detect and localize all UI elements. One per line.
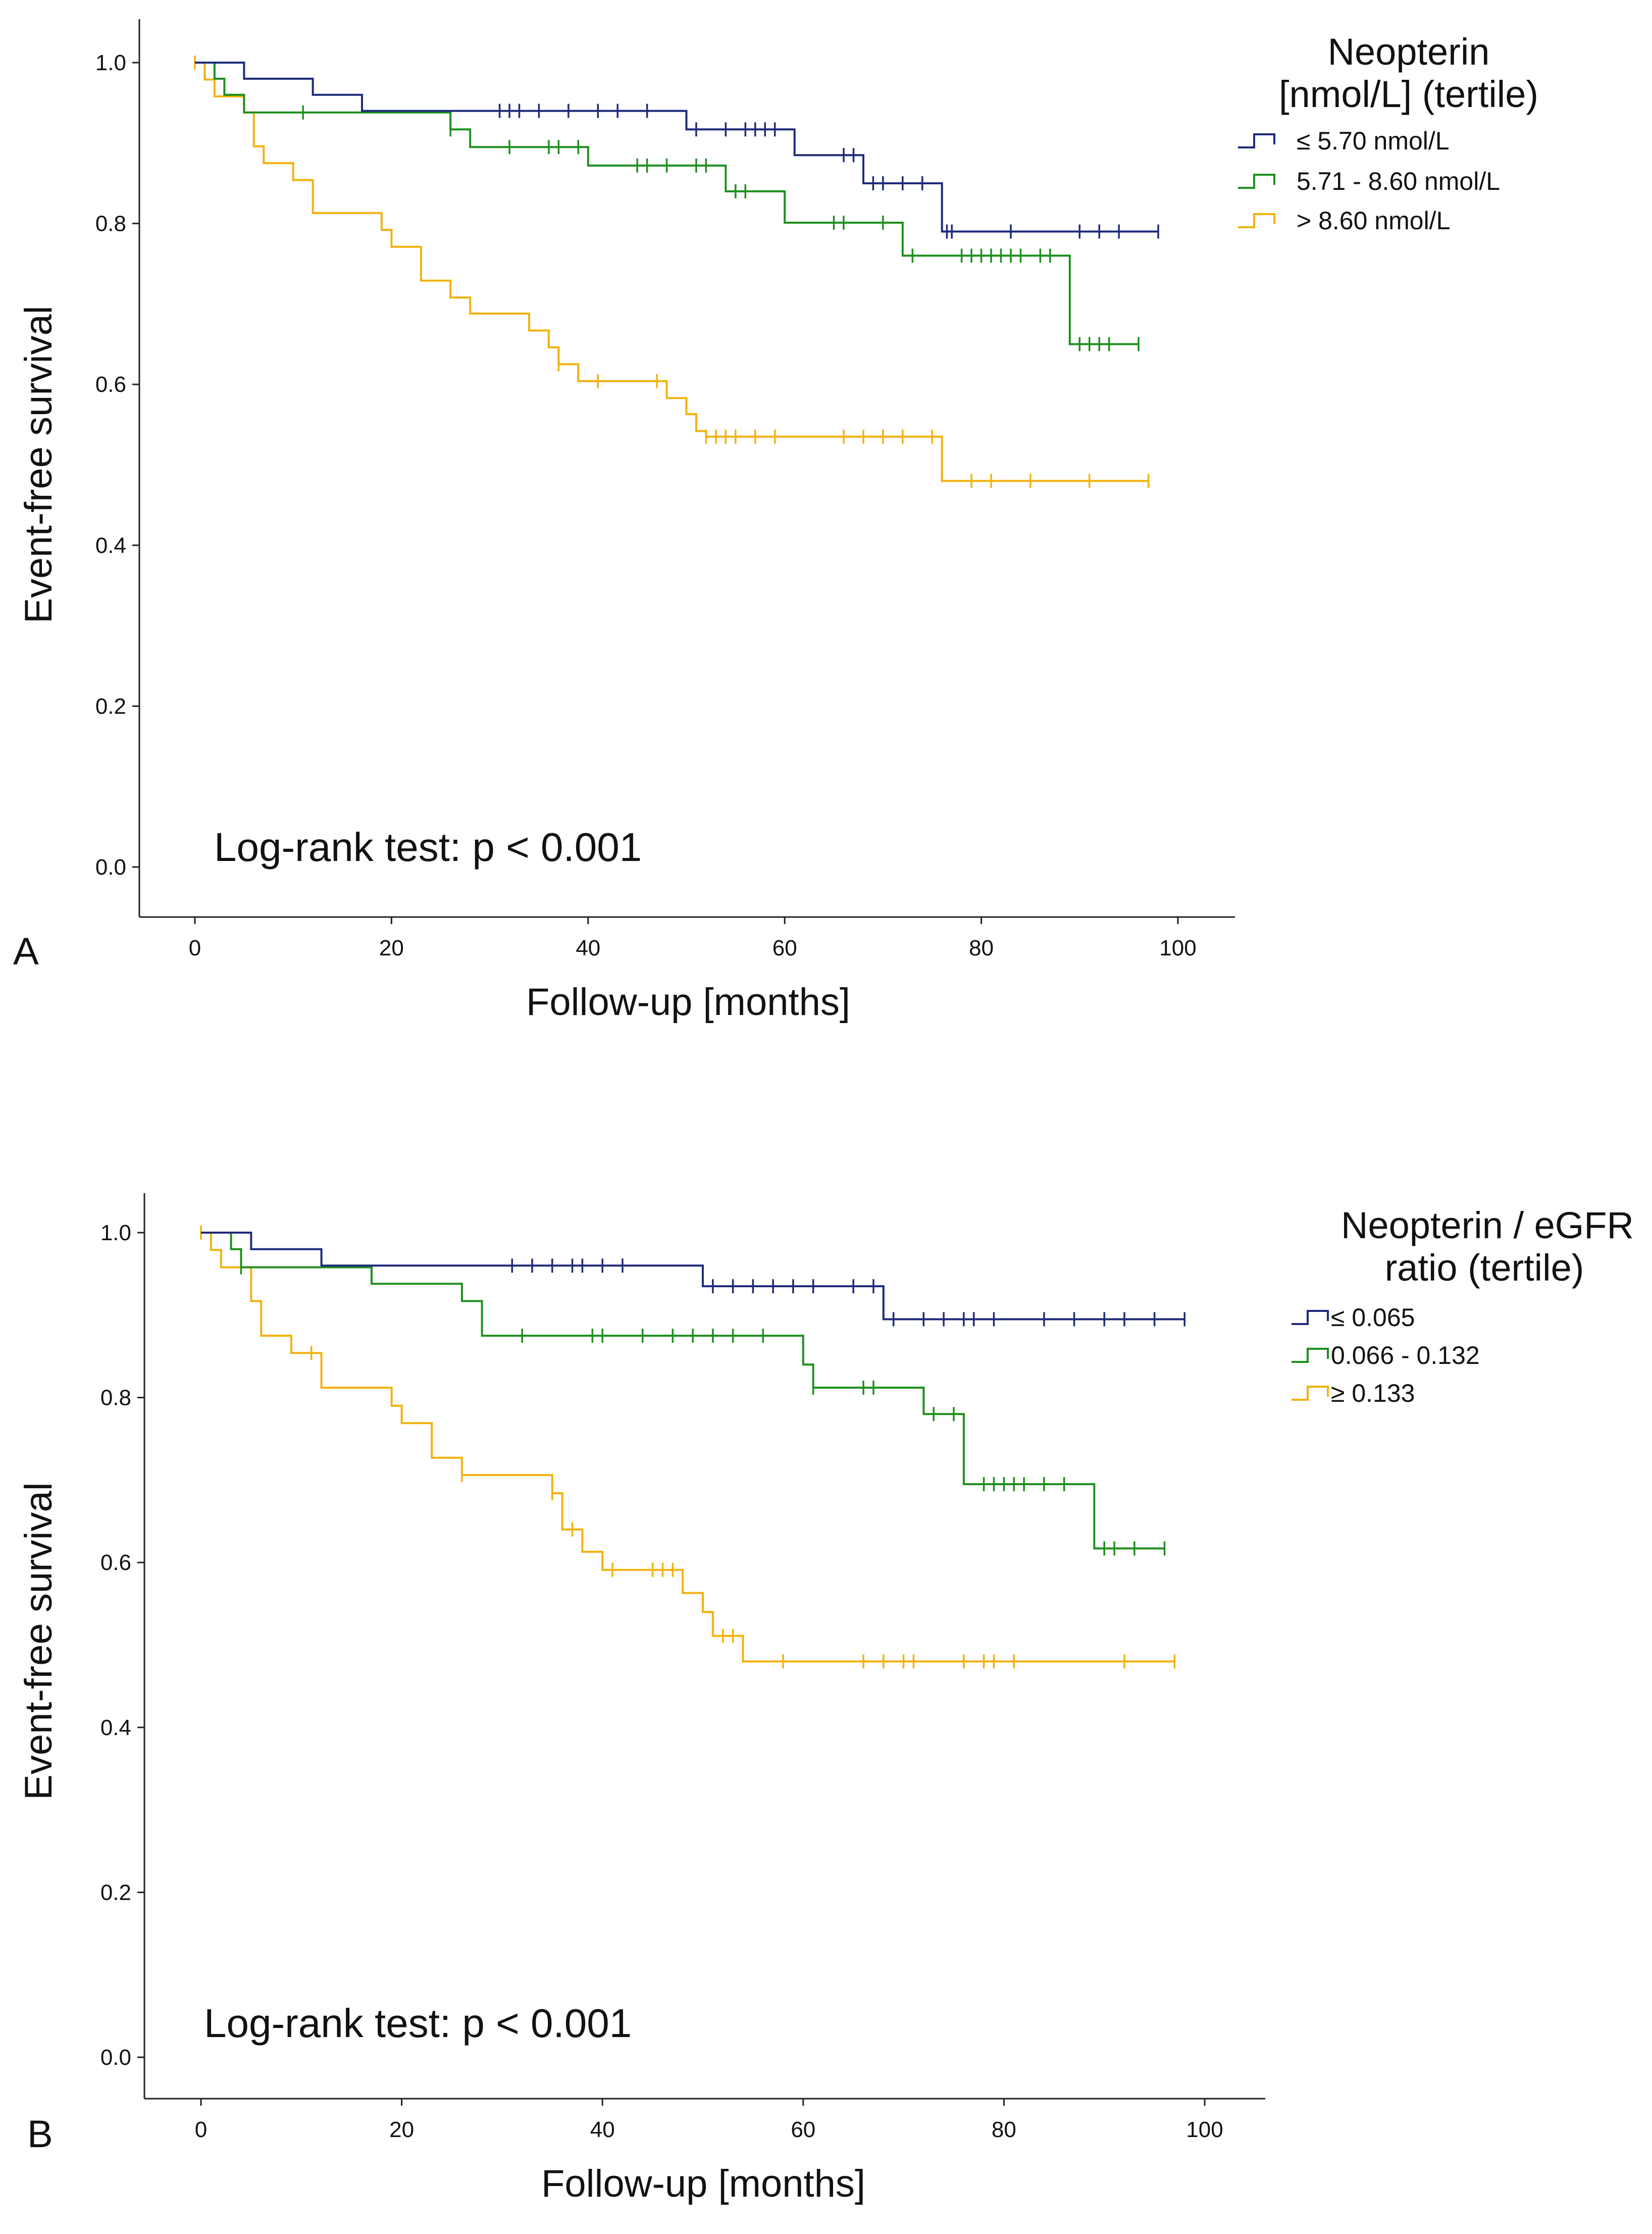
- x-tick-label-100: 100: [1186, 2117, 1223, 2142]
- x-tick-label-80: 80: [969, 936, 994, 960]
- x-tick-label-80: 80: [992, 2117, 1016, 2142]
- y-tick-label-0.8: 0.8: [100, 1386, 131, 1410]
- x-axis-title-a: Follow-up [months]: [526, 981, 850, 1024]
- x-tick-label-20: 20: [379, 936, 404, 960]
- x-ticks-a: 0 20 40 60 80 100: [189, 917, 1197, 960]
- x-tick-label-0: 0: [195, 2117, 207, 2142]
- legend-title-line1-b: Neopterin / eGFR: [1341, 1204, 1634, 1246]
- y-tick-label-0.6: 0.6: [95, 372, 126, 397]
- y-tick-label-1.0: 1.0: [100, 1221, 131, 1245]
- y-tick-label-1.0: 1.0: [95, 50, 126, 75]
- km-curve-2: [195, 62, 1139, 345]
- log-rank-annotation-b: Log-rank test: p < 0.001: [204, 2001, 632, 2046]
- legend-swatch-3: [1238, 213, 1275, 228]
- y-tick-label-0.0: 0.0: [100, 2045, 131, 2070]
- legend-b: Neopterin / eGFR ratio (tertile) ≤ 0.065…: [1292, 1204, 1634, 1407]
- legend-swatch-2: [1238, 174, 1275, 189]
- x-tick-label-40: 40: [576, 936, 600, 960]
- panel-a: 0 20 40 60 80 100 0.0 0.2 0.4 0.6 0.8 1.0 Follow-u…: [13, 19, 1538, 1024]
- y-tick-label-0.8: 0.8: [95, 212, 126, 236]
- km-curve-1: [201, 1232, 1185, 1321]
- y-axis-title-b: Event-free survival: [17, 1482, 60, 1800]
- x-tick-label-100: 100: [1159, 936, 1196, 960]
- y-tick-label-0.4: 0.4: [100, 1715, 131, 1740]
- legend-title-line2-a: [nmol/L] (tertile): [1279, 73, 1538, 115]
- x-tick-label-0: 0: [189, 936, 201, 960]
- panel-label-b: B: [27, 2113, 53, 2156]
- legend-a: Neopterin [nmol/L] (tertile) ≤ 5.70 nmol…: [1238, 31, 1538, 235]
- y-ticks-a: 0.0 0.2 0.4 0.6 0.8 1.0: [95, 50, 139, 880]
- legend-label-3: ≥ 0.133: [1331, 1379, 1415, 1407]
- legend-swatch-1: [1292, 1310, 1329, 1325]
- legend-swatch-2: [1292, 1348, 1329, 1363]
- y-tick-label-0.4: 0.4: [95, 533, 126, 558]
- y-tick-label-0.0: 0.0: [95, 855, 126, 880]
- plot-area-b: [200, 1226, 1185, 1669]
- y-ticks-b: 0.0 0.2 0.4 0.6 0.8 1.0: [100, 1221, 144, 2070]
- series-group-3: [194, 56, 1150, 488]
- series-group-2: [201, 1232, 1166, 1556]
- y-tick-label-0.2: 0.2: [100, 1880, 131, 1905]
- panel-label-a: A: [13, 930, 39, 973]
- legend-title-line1-a: Neopterin: [1328, 31, 1490, 73]
- x-axis-title-b: Follow-up [months]: [541, 2162, 865, 2205]
- legend-label-2: 0.066 - 0.132: [1331, 1341, 1480, 1369]
- x-tick-label-60: 60: [772, 936, 797, 960]
- series-group-1: [195, 62, 1159, 239]
- legend-label-1: ≤ 0.065: [1331, 1303, 1415, 1332]
- legend-label-1: ≤ 5.70 nmol/L: [1297, 127, 1450, 155]
- km-curve-2: [201, 1232, 1165, 1550]
- y-tick-label-0.2: 0.2: [95, 694, 126, 719]
- series-group-2: [195, 62, 1140, 351]
- x-tick-label-60: 60: [791, 2117, 815, 2142]
- km-curve-1: [195, 62, 1159, 233]
- km-curve-3: [201, 1232, 1175, 1663]
- x-tick-label-20: 20: [389, 2117, 414, 2142]
- plot-area-a: [194, 56, 1159, 488]
- y-tick-label-0.6: 0.6: [100, 1550, 131, 1575]
- y-axis-title-a: Event-free survival: [17, 306, 60, 623]
- series-group-3: [200, 1226, 1176, 1669]
- log-rank-annotation-a: Log-rank test: p < 0.001: [214, 825, 642, 870]
- km-curve-3: [195, 62, 1149, 482]
- legend-title-line2-b: ratio (tertile): [1385, 1247, 1584, 1289]
- panel-b: 0 20 40 60 80 100 0.0 0.2 0.4 0.6 0.8 1.0 Follow-u…: [17, 1193, 1634, 2205]
- series-group-1: [201, 1232, 1185, 1327]
- x-tick-label-40: 40: [590, 2117, 615, 2142]
- legend-label-3: > 8.60 nmol/L: [1297, 207, 1450, 235]
- x-ticks-b: 0 20 40 60 80 100: [195, 2099, 1223, 2142]
- legend-label-2: 5.71 - 8.60 nmol/L: [1297, 167, 1500, 195]
- legend-swatch-1: [1238, 133, 1275, 148]
- legend-swatch-3: [1292, 1386, 1329, 1401]
